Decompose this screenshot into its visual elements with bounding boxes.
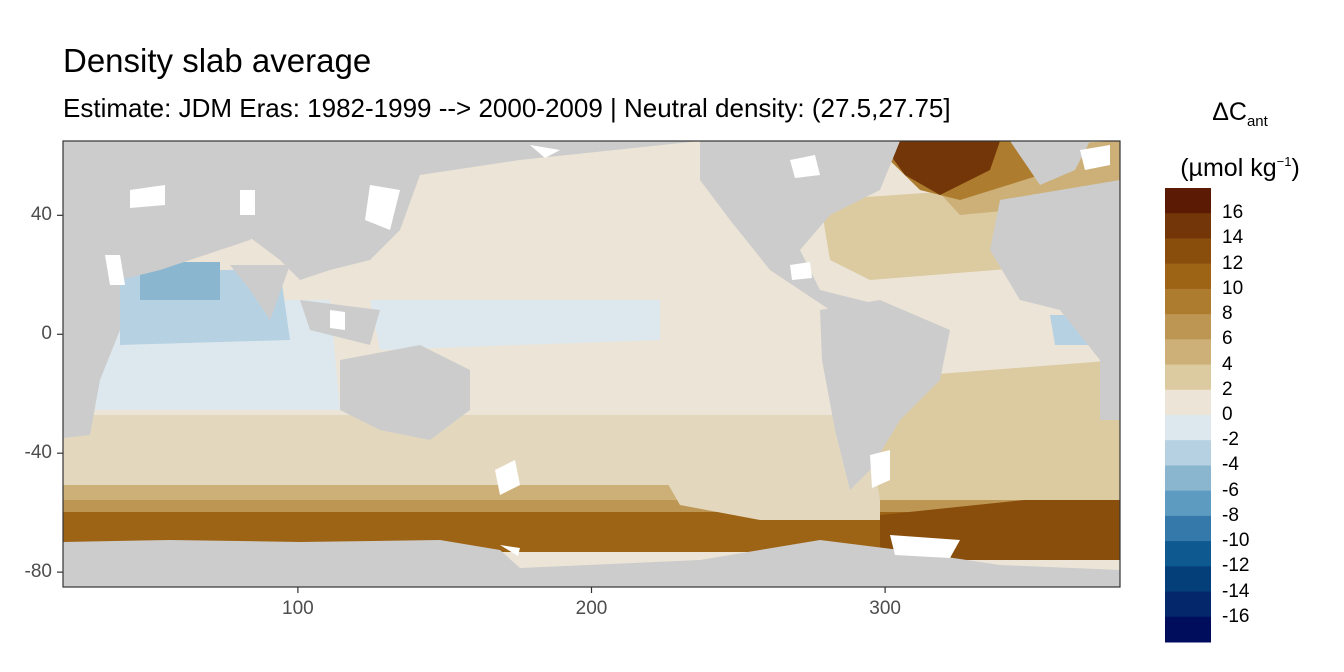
legend-symbol-text: ΔC xyxy=(1212,98,1247,126)
legend-swatch xyxy=(1165,213,1211,239)
legend-swatch xyxy=(1165,541,1211,567)
legend-label: -12 xyxy=(1222,555,1250,577)
legend-swatch xyxy=(1165,616,1211,643)
legend-swatch xyxy=(1165,188,1211,214)
legend-label: -2 xyxy=(1222,429,1239,451)
missing-bering xyxy=(530,145,560,158)
missing-ross xyxy=(500,545,520,556)
missing-hudson xyxy=(790,155,820,178)
missing-nz xyxy=(495,460,520,495)
legend-swatch xyxy=(1165,591,1211,618)
legend-swatch xyxy=(1165,389,1211,416)
land-antarctica xyxy=(63,540,1120,587)
legend-label: 6 xyxy=(1222,328,1233,350)
y-tick-label: 0 xyxy=(41,323,52,345)
legend-label: -6 xyxy=(1222,479,1239,501)
land-greenland xyxy=(1010,141,1090,185)
legend-unit-superscript: −1 xyxy=(1276,154,1292,169)
land-australia xyxy=(340,345,470,440)
legend-label: -4 xyxy=(1222,454,1239,476)
legend-label: -8 xyxy=(1222,504,1239,526)
x-tick-label: 100 xyxy=(282,598,314,619)
land-africa-east xyxy=(990,180,1120,420)
legend-swatch xyxy=(1165,415,1211,441)
axis-tick-marks xyxy=(57,214,886,593)
legend-swatch xyxy=(1165,263,1211,290)
x-tick-label: 300 xyxy=(869,598,901,619)
legend-swatch xyxy=(1165,566,1211,593)
legend-swatch xyxy=(1165,288,1211,315)
land-india xyxy=(230,265,290,320)
land-south-america xyxy=(820,300,950,490)
legend-label: 0 xyxy=(1222,404,1233,425)
legend-swatch xyxy=(1165,465,1211,492)
legend-label: 14 xyxy=(1222,227,1244,249)
land-asia xyxy=(200,141,700,280)
missing-caspian xyxy=(240,190,255,215)
legend-unit-close: ) xyxy=(1291,154,1300,182)
legend-label: -14 xyxy=(1222,580,1250,602)
missing-falkland xyxy=(870,450,890,488)
legend-label: 10 xyxy=(1222,277,1244,299)
missing-black-sea xyxy=(130,185,165,208)
missing-gulf-mexico xyxy=(790,262,812,280)
land-masses xyxy=(63,141,1120,587)
y-tick-label: 40 xyxy=(30,204,52,226)
legend-title: ΔCant (µmol kg−1) xyxy=(1160,86,1320,198)
legend-unit: (µmol kg−1) xyxy=(1160,142,1320,198)
legend-swatch xyxy=(1165,490,1211,517)
land-north-america xyxy=(700,141,900,310)
legend-symbol: ΔCant xyxy=(1160,86,1320,142)
land-africa xyxy=(63,141,300,438)
plot-subtitle: Estimate: JDM Eras: 1982-1999 --> 2000-2… xyxy=(63,93,951,123)
x-tick-label: 200 xyxy=(575,598,608,619)
missing-weddell xyxy=(890,535,960,558)
legend-label: -10 xyxy=(1222,530,1250,552)
legend-unit-open: (µmol kg xyxy=(1180,154,1277,182)
legend-label: 4 xyxy=(1222,353,1233,375)
legend-swatch xyxy=(1165,339,1211,366)
equatorial-pacific-neg xyxy=(370,300,660,350)
missing-baltic xyxy=(1080,145,1110,170)
legend-swatch xyxy=(1165,364,1211,391)
missing-data xyxy=(105,145,1110,558)
legend-label: -16 xyxy=(1222,605,1250,627)
legend-color-bar xyxy=(1165,188,1211,643)
legend-label: 16 xyxy=(1222,202,1244,224)
missing-indonesia-seas xyxy=(330,310,345,330)
pacific-sector-lighter xyxy=(660,470,880,520)
legend-label: 8 xyxy=(1222,303,1233,325)
arabian-sea-neg-4-6 xyxy=(140,262,220,300)
legend-swatch xyxy=(1165,440,1211,466)
missing-red-sea xyxy=(105,255,125,285)
north-atlantic-14-16 xyxy=(880,141,1000,195)
y-tick-label: -80 xyxy=(24,561,52,583)
legend-swatch xyxy=(1165,238,1211,265)
legend-label: 2 xyxy=(1222,378,1233,400)
legend-swatch xyxy=(1165,515,1211,542)
y-tick-label: -40 xyxy=(24,442,52,464)
legend-symbol-subscript: ant xyxy=(1246,113,1268,130)
legend-swatch xyxy=(1165,314,1211,340)
missing-japan-sea xyxy=(365,185,400,230)
plot-title: Density slab average xyxy=(63,42,372,79)
legend-label: 12 xyxy=(1222,252,1244,274)
